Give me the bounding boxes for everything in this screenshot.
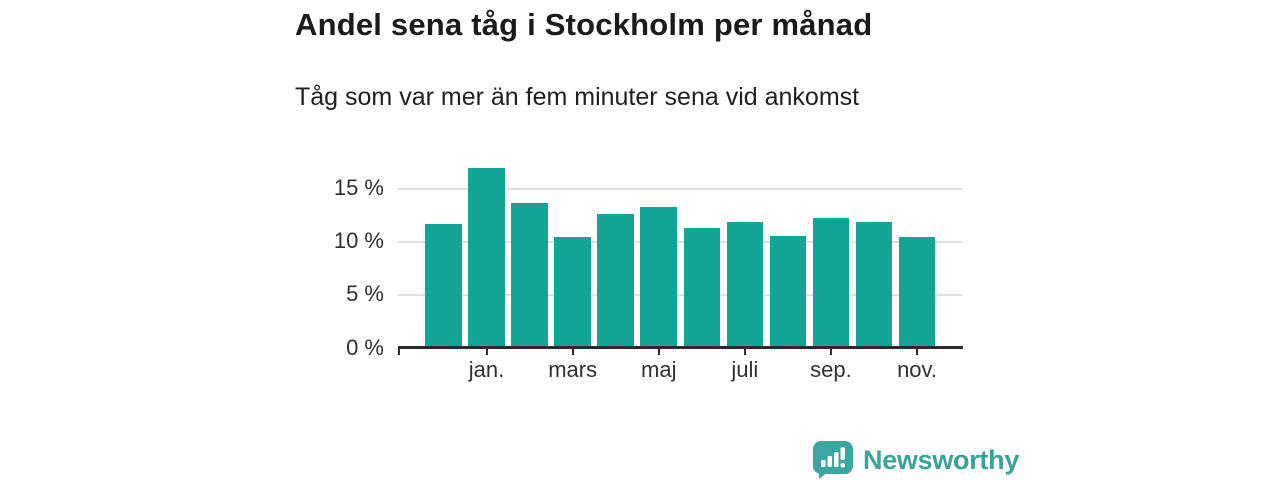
plot-area bbox=[398, 158, 962, 348]
bar-maj bbox=[640, 206, 678, 348]
bar-aug bbox=[769, 236, 807, 348]
tick-jan bbox=[485, 349, 488, 355]
bar-nov bbox=[898, 237, 936, 348]
axis-start-tick bbox=[398, 349, 400, 355]
bar-jan bbox=[468, 168, 505, 348]
tick-nov bbox=[916, 349, 919, 355]
x-axis-line bbox=[398, 346, 963, 349]
chart-title: Andel sena tåg i Stockholm per månad bbox=[295, 7, 873, 42]
y-tick-label-0: 0 % bbox=[346, 334, 384, 360]
x-tick-label-juli: juli bbox=[731, 357, 759, 382]
bar-sep bbox=[812, 218, 850, 348]
y-tick-label-5: 5 % bbox=[346, 281, 384, 307]
newsworthy-logo-text: Newsworthy bbox=[863, 444, 1020, 475]
x-tick-label-jan: jan. bbox=[468, 357, 505, 382]
tick-juli bbox=[743, 349, 746, 355]
tick-mars bbox=[571, 349, 574, 355]
bar-dec bbox=[425, 223, 462, 348]
bar-okt bbox=[855, 221, 893, 348]
tick-sep bbox=[829, 349, 832, 355]
gridline-10 bbox=[398, 240, 962, 243]
x-tick-label-maj: maj bbox=[641, 357, 677, 382]
tick-maj bbox=[657, 349, 660, 355]
bar-mars bbox=[554, 237, 591, 348]
x-tick-label-mars: mars bbox=[548, 357, 598, 382]
y-tick-label-15: 15 % bbox=[333, 175, 384, 201]
x-tick-label-nov: nov. bbox=[897, 357, 938, 382]
bar-apr bbox=[597, 214, 634, 348]
bar-juli bbox=[726, 221, 764, 348]
y-tick-label-10: 10 % bbox=[333, 228, 384, 254]
gridline-15 bbox=[398, 187, 962, 190]
chart-subtitle: Tåg som var mer än fem minuter sena vid … bbox=[295, 83, 860, 111]
gridline-5 bbox=[398, 293, 962, 296]
bar-juni bbox=[683, 227, 721, 348]
x-tick-label-sep: sep. bbox=[810, 357, 852, 382]
newsworthy-icon bbox=[813, 441, 853, 479]
newsworthy-logo: Newsworthy bbox=[812, 441, 1019, 479]
bar-feb bbox=[511, 203, 548, 348]
